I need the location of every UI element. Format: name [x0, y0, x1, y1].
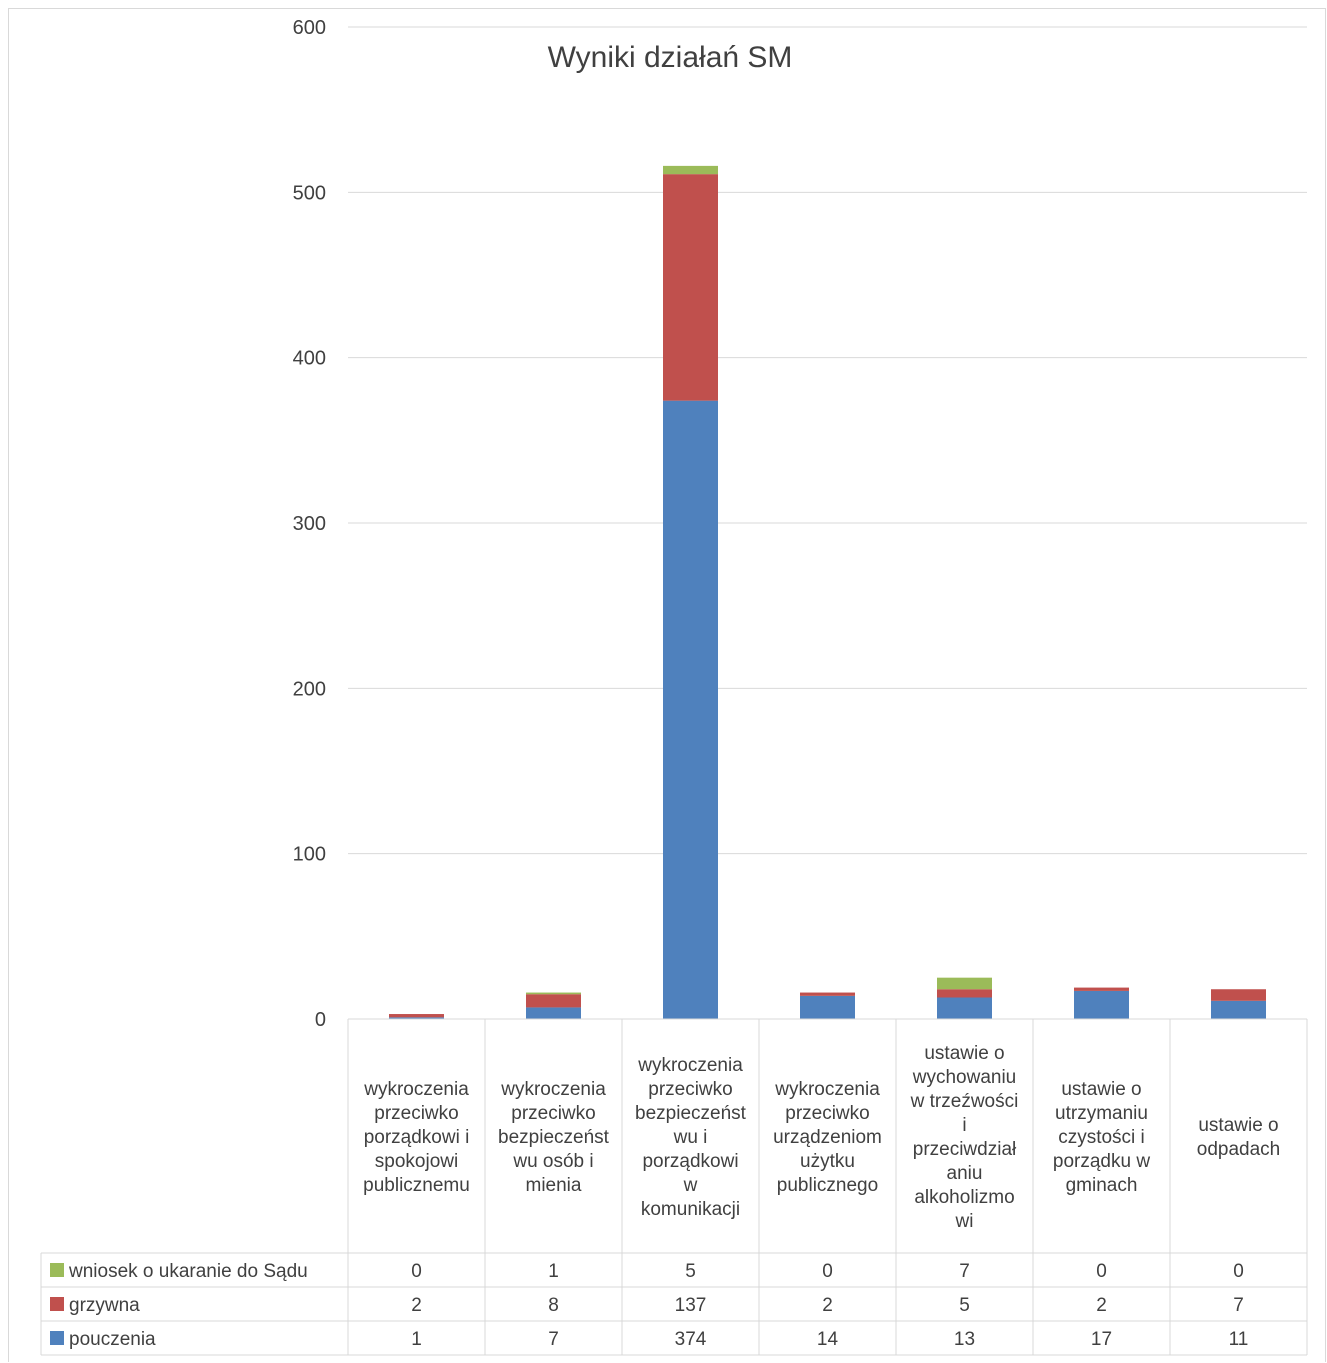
table-value: 0	[411, 1261, 422, 1282]
table-value: 2	[1096, 1295, 1107, 1316]
category-label: ustawie o	[924, 1043, 1004, 1064]
category-label: bezpieczeńst	[498, 1127, 610, 1148]
table-value: 137	[675, 1295, 707, 1316]
table-value: 2	[411, 1295, 422, 1316]
category-label: wychowaniu	[912, 1067, 1017, 1088]
table-value: 1	[548, 1261, 559, 1282]
table-value: 374	[675, 1329, 707, 1350]
bar-segment-pouczenia	[1074, 990, 1129, 1019]
category-label: przeciwko	[511, 1103, 595, 1124]
category-label: komunikacji	[641, 1199, 740, 1220]
category-label: wi	[955, 1211, 974, 1232]
category-label: przeciwdział	[913, 1139, 1017, 1160]
category-label: w	[683, 1175, 698, 1196]
bar-segment-pouczenia	[1211, 1000, 1266, 1019]
legend-key	[50, 1297, 64, 1311]
category-label: czystości i	[1058, 1127, 1145, 1148]
table-value: 17	[1091, 1329, 1112, 1350]
chart-title: Wyniki działań SM	[548, 41, 793, 74]
category-label: aniu	[947, 1163, 983, 1184]
category-label: gminach	[1066, 1175, 1138, 1196]
y-tick-label: 100	[293, 844, 326, 866]
category-label: publicznemu	[363, 1175, 470, 1196]
y-tick-label: 600	[293, 17, 326, 39]
legend-label: grzywna	[69, 1295, 140, 1316]
table-value: 7	[1233, 1295, 1244, 1316]
category-label: użytku	[800, 1151, 855, 1172]
chart-frame	[8, 8, 1326, 1362]
category-label: wu i	[673, 1127, 708, 1148]
table-value: 5	[685, 1261, 696, 1282]
category-label: mienia	[526, 1175, 582, 1196]
bar-segment-pouczenia	[800, 995, 855, 1019]
y-tick-label: 400	[293, 348, 326, 370]
bar-segment-wniosek-o-ukaranie-do-sądu	[663, 165, 718, 175]
category-label: bezpieczeńst	[635, 1103, 747, 1124]
legend-label: pouczenia	[69, 1329, 156, 1350]
category-label: wu osób i	[512, 1151, 593, 1172]
bar-segment-grzywna	[526, 994, 581, 1008]
category-label: ustawie o	[1061, 1079, 1141, 1100]
y-tick-label: 0	[315, 1009, 326, 1031]
bar-segment-wniosek-o-ukaranie-do-sądu	[526, 992, 581, 995]
table-value: 0	[1233, 1261, 1244, 1282]
bar-segment-pouczenia	[937, 997, 992, 1019]
table-value: 0	[822, 1261, 833, 1282]
bar-segment-grzywna	[937, 989, 992, 998]
category-label: w trzeźwości	[910, 1091, 1019, 1112]
table-value: 2	[822, 1295, 833, 1316]
category-label: utrzymaniu	[1055, 1103, 1148, 1124]
bar-segment-pouczenia	[389, 1017, 444, 1019]
bar-segment-grzywna	[1074, 987, 1129, 991]
bar-segment-pouczenia	[663, 400, 718, 1019]
category-label: przeciwko	[374, 1103, 458, 1124]
table-value: 7	[548, 1329, 559, 1350]
table-value: 14	[817, 1329, 839, 1350]
category-label: przeciwko	[785, 1103, 869, 1124]
category-label: porządkowi	[642, 1151, 738, 1172]
y-tick-label: 300	[293, 513, 326, 535]
bar-segment-grzywna	[800, 992, 855, 996]
table-value: 7	[959, 1261, 970, 1282]
table-value: 0	[1096, 1261, 1107, 1282]
bar-segment-grzywna	[1211, 989, 1266, 1001]
category-label: wykroczenia	[363, 1079, 469, 1100]
table-value: 11	[1229, 1329, 1249, 1350]
y-tick-label: 200	[293, 678, 326, 700]
table-value: 1	[411, 1329, 422, 1350]
category-label: spokojowi	[375, 1151, 458, 1172]
category-label: porządkowi i	[364, 1127, 470, 1148]
legend-label: wniosek o ukaranie do Sądu	[68, 1261, 308, 1282]
category-label: urządzeniom	[773, 1127, 882, 1148]
bar-segment-wniosek-o-ukaranie-do-sądu	[937, 977, 992, 990]
bar-segment-grzywna	[389, 1014, 444, 1018]
legend-key	[50, 1263, 64, 1277]
category-label: porządku w	[1053, 1151, 1150, 1172]
category-label: wykroczenia	[500, 1079, 606, 1100]
table-value: 5	[959, 1295, 970, 1316]
table-value: 8	[548, 1295, 559, 1316]
y-tick-label: 500	[293, 182, 326, 204]
bar-segment-pouczenia	[526, 1007, 581, 1019]
table-value: 13	[954, 1329, 975, 1350]
category-label: odpadach	[1197, 1139, 1280, 1160]
category-label: publicznego	[777, 1175, 878, 1196]
category-label: alkoholizmo	[914, 1187, 1014, 1208]
bar-segment-grzywna	[663, 174, 718, 401]
legend-key	[50, 1331, 64, 1345]
category-label: przeciwko	[648, 1079, 732, 1100]
category-label: ustawie o	[1198, 1115, 1278, 1136]
category-label: wykroczenia	[637, 1055, 743, 1076]
category-label: wykroczenia	[774, 1079, 880, 1100]
category-label: i	[962, 1115, 966, 1136]
